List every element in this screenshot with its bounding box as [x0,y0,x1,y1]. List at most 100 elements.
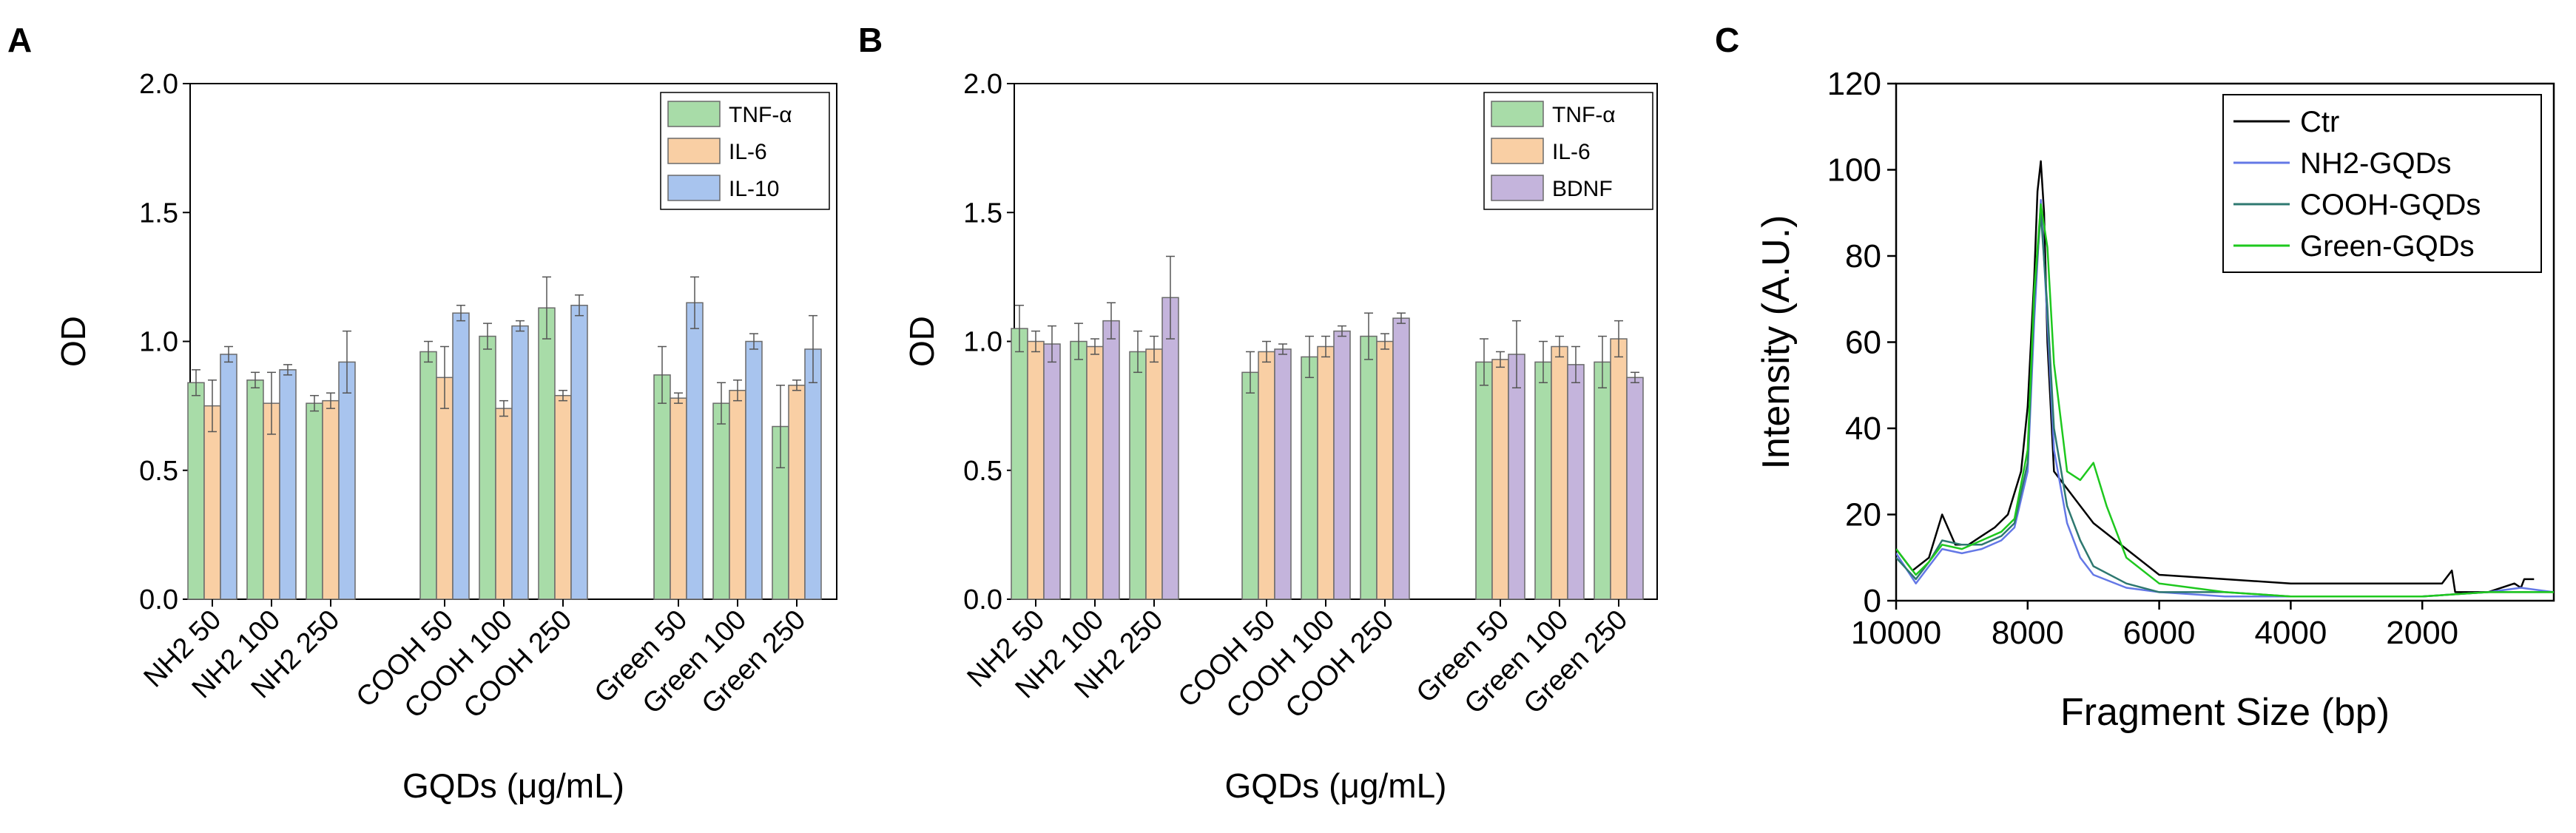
panel-c: C 0 20 40 60 80 100 120 10000 8000 6000 4000 2000 Int… [1715,21,2555,734]
x-tick-label: 10000 [1851,615,1941,651]
bar [712,402,730,600]
bar [554,394,572,600]
legend-label: COOH-GQDs [2300,189,2481,221]
bar [1102,320,1120,600]
y-tick-label: 40 [1845,411,1881,447]
bar [203,405,221,600]
bar [1161,297,1179,600]
bar [788,384,806,600]
bar [479,335,496,600]
legend-label: NH2-GQDs [2300,147,2451,180]
bar [538,307,556,600]
bar [1129,351,1147,600]
bar [246,380,264,600]
legend-label: TNF-α [1552,103,1616,127]
y-tick-label: 60 [1845,325,1881,361]
series-line [1896,160,2535,593]
panel-label: A [7,21,32,59]
bar [1317,345,1335,600]
legend-label: Green-GQDs [2300,230,2475,263]
bar [1043,343,1061,600]
x-axis-title: GQDs (μg/mL) [402,766,624,805]
bar [1475,361,1493,600]
bar [338,361,356,600]
x-axis-title: GQDs (μg/mL) [1225,766,1447,805]
legend-label: IL-10 [729,177,779,201]
legend-swatch [667,101,721,127]
bar [570,304,588,600]
y-tick-label: 0.0 [963,584,1002,616]
bar [1274,348,1292,600]
legend-swatch [667,138,721,164]
y-tick-label: 1.5 [139,198,178,229]
x-tick-label: 4000 [2254,615,2327,651]
bar [670,397,687,600]
bar [1086,345,1104,600]
bar [1301,356,1318,600]
legend-label: TNF-α [729,103,792,127]
y-tick-label: 80 [1845,238,1881,274]
legend-swatch [1491,138,1544,164]
legend-label: BDNF [1552,177,1613,201]
bar [279,369,297,600]
bar [1551,345,1568,600]
x-tick-label: 6000 [2123,615,2196,651]
legend-box [2222,94,2542,273]
series-line [1896,203,2554,598]
y-tick-label: 0.5 [963,456,1002,487]
panel-label: C [1715,21,1739,59]
bar [495,408,513,600]
bar [511,325,529,600]
bar [1626,377,1644,600]
bar [419,351,437,600]
x-axis-title: Fragment Size (bp) [2060,691,2390,734]
bar [1241,371,1259,600]
bar [436,377,454,600]
legend-label: Ctr [2300,106,2339,138]
bar [804,348,822,600]
y-tick-label: 1.0 [139,327,178,358]
bar [1392,317,1410,600]
bar [653,374,671,600]
y-tick-label: 100 [1827,152,1881,189]
legend-label: IL-6 [1552,140,1591,164]
y-tick-label: 20 [1845,497,1881,533]
y-tick-label: 0.5 [139,456,178,487]
y-tick-label: 2.0 [139,69,178,100]
y-tick-label: 0.0 [139,584,178,616]
bar [1360,335,1378,600]
bar [1070,340,1088,600]
y-axis-title: OD [903,316,941,367]
y-axis-title: OD [54,316,92,367]
x-tick-label: 8000 [1992,615,2064,651]
bar [1610,338,1628,600]
legend-label: IL-6 [729,140,767,164]
bar [745,340,763,600]
bar [1508,354,1525,600]
bar [729,389,746,600]
bar [1145,348,1163,600]
legend-swatch [1491,175,1544,201]
bar [1333,330,1351,600]
bar [220,354,237,600]
y-tick-label: 1.0 [963,327,1002,358]
y-tick-label: 1.5 [963,198,1002,229]
bar [1594,361,1611,600]
bar [306,402,323,600]
bar [1376,340,1394,600]
legend-swatch [1491,101,1544,127]
legend-swatch [667,175,721,201]
panel-label: B [858,21,883,59]
bar [1491,359,1509,600]
bar [686,302,704,600]
y-tick-label: 2.0 [963,69,1002,100]
bar [1534,361,1552,600]
y-tick-label: 0 [1864,583,1881,619]
y-tick-label: 120 [1827,66,1881,102]
x-tick-label: 2000 [2386,615,2458,651]
bar [187,382,205,600]
bar [452,312,470,600]
